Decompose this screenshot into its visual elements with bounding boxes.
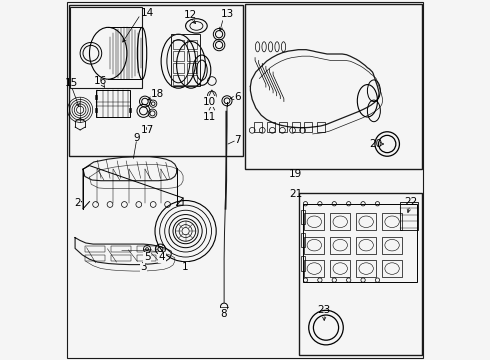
- Text: 18: 18: [151, 89, 165, 99]
- Text: 16: 16: [94, 76, 107, 86]
- Bar: [299, 193, 422, 355]
- Bar: [356, 213, 376, 230]
- Bar: [95, 95, 97, 99]
- Text: 13: 13: [221, 9, 234, 19]
- Bar: [171, 34, 200, 86]
- Bar: [301, 210, 305, 224]
- Text: 8: 8: [220, 309, 227, 319]
- Bar: [254, 122, 262, 132]
- Bar: [85, 246, 104, 252]
- Bar: [356, 237, 376, 254]
- Bar: [382, 260, 402, 277]
- Text: 4: 4: [159, 252, 166, 262]
- Text: 21: 21: [289, 189, 302, 199]
- Bar: [96, 90, 130, 117]
- Bar: [173, 63, 184, 73]
- Text: 6: 6: [235, 92, 241, 102]
- Bar: [137, 246, 156, 252]
- Text: 5: 5: [144, 252, 150, 262]
- Bar: [400, 202, 418, 230]
- Bar: [85, 255, 104, 261]
- Text: 22: 22: [404, 197, 417, 207]
- Bar: [301, 233, 305, 247]
- Bar: [304, 260, 324, 277]
- Text: 15: 15: [65, 78, 78, 88]
- Bar: [111, 246, 130, 252]
- Bar: [137, 255, 156, 261]
- Bar: [303, 204, 417, 282]
- Text: 11: 11: [202, 112, 216, 122]
- Bar: [95, 108, 97, 112]
- Bar: [356, 260, 376, 277]
- Bar: [245, 4, 422, 169]
- Text: 19: 19: [289, 168, 302, 179]
- Text: 2: 2: [74, 198, 81, 208]
- Bar: [304, 213, 324, 230]
- Bar: [304, 237, 324, 254]
- Text: 1: 1: [182, 262, 189, 272]
- Bar: [129, 108, 131, 112]
- Bar: [187, 63, 197, 73]
- Bar: [301, 256, 305, 271]
- Bar: [317, 122, 325, 132]
- Bar: [330, 213, 350, 230]
- Text: 3: 3: [140, 262, 147, 272]
- Text: 14: 14: [141, 8, 154, 18]
- Text: 20: 20: [369, 139, 382, 149]
- Text: 23: 23: [318, 305, 331, 315]
- Bar: [330, 260, 350, 277]
- Bar: [304, 122, 312, 132]
- Bar: [69, 5, 243, 156]
- Bar: [382, 237, 402, 254]
- Bar: [187, 75, 197, 85]
- Bar: [187, 51, 197, 61]
- Bar: [330, 237, 350, 254]
- Bar: [173, 51, 184, 61]
- Bar: [382, 213, 402, 230]
- Bar: [279, 122, 287, 132]
- Bar: [173, 40, 184, 49]
- Bar: [71, 7, 143, 88]
- Bar: [111, 255, 130, 261]
- Text: 10: 10: [202, 96, 216, 107]
- Text: 7: 7: [234, 135, 241, 145]
- Text: 9: 9: [134, 132, 140, 143]
- Bar: [173, 75, 184, 85]
- Text: 17: 17: [141, 125, 154, 135]
- Bar: [267, 122, 274, 132]
- Bar: [292, 122, 300, 132]
- Text: 12: 12: [184, 10, 197, 20]
- Bar: [187, 40, 197, 49]
